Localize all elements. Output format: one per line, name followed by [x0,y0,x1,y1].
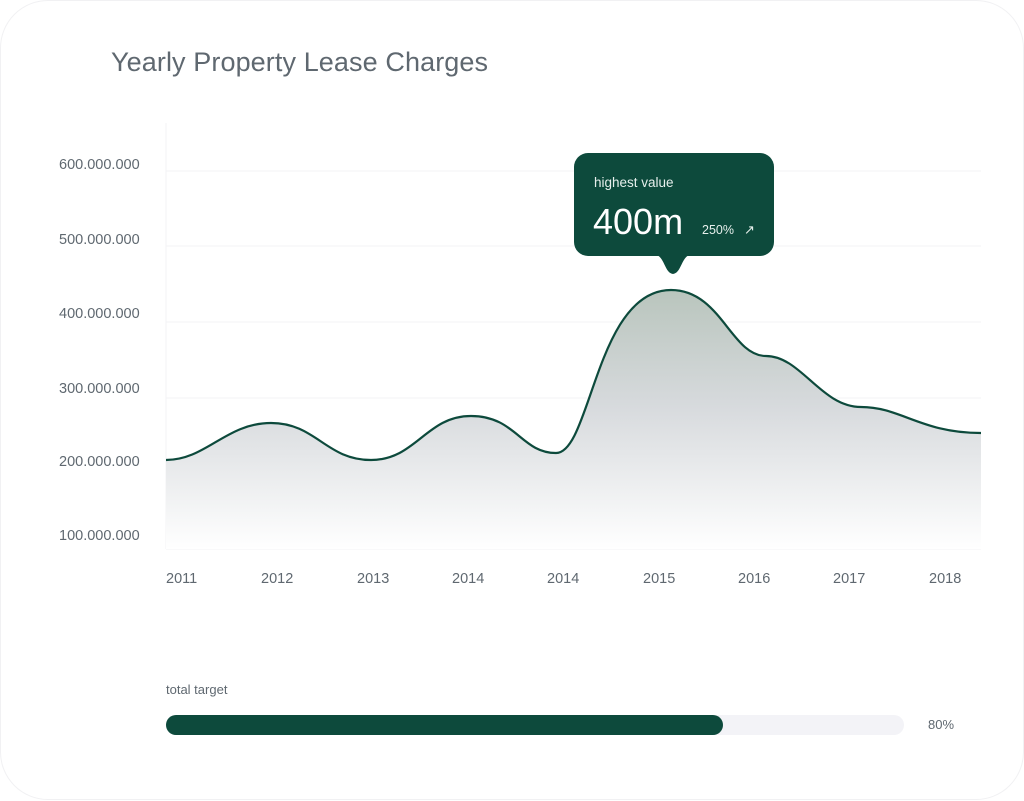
tooltip-value: 400m [593,201,684,242]
x-axis-tick: 2017 [833,571,866,587]
tooltip-change: 250% [702,223,734,237]
y-axis-tick: 300.000.000 [59,381,140,397]
progress-label: total target [166,682,228,697]
x-axis-tick: 2018 [929,571,962,587]
tooltip-label: highest value [594,175,674,190]
y-axis-tick: 200.000.000 [59,454,140,470]
y-axis-tick: 600.000.000 [59,157,140,173]
x-axis-tick: 2011 [166,571,198,587]
x-axis-tick: 2015 [643,571,676,587]
y-axis-tick: 400.000.000 [59,306,140,322]
x-axis-tick: 2016 [738,571,771,587]
area-fill [166,290,981,549]
chart-title: Yearly Property Lease Charges [111,47,489,77]
x-axis-tick: 2014 [547,571,580,587]
x-axis-tick: 2013 [357,571,390,587]
y-axis-tick: 500.000.000 [59,232,140,248]
progress-fill [166,715,724,735]
progress-percent: 80% [928,717,955,732]
progress-bar [166,715,904,735]
arrow-up-right-icon: ↗ [744,222,755,237]
tooltip-pointer [657,255,689,274]
peak-tooltip: highest value 400m 250% ↗ [574,153,774,256]
x-axis-tick: 2012 [261,571,294,587]
x-axis-tick: 2014 [452,571,485,587]
data-line [165,288,982,462]
y-axis-tick: 100.000.000 [59,528,140,544]
